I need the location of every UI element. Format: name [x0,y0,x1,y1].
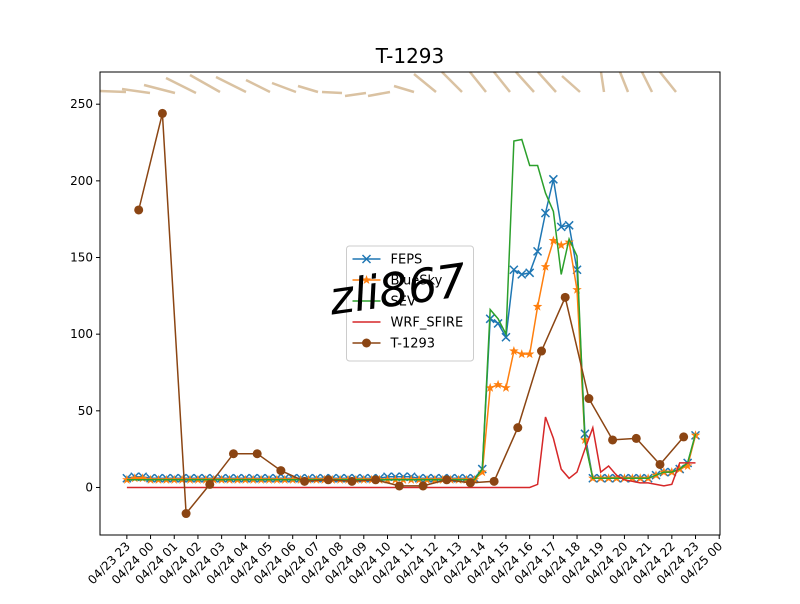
legend-box [346,245,474,362]
marker [371,475,381,485]
legend-label: WRF_SFIRE [391,316,464,331]
legend-marker [361,254,372,264]
marker [323,475,333,485]
marker [418,481,428,491]
marker [517,269,527,279]
chart-title: T-1293 [375,44,445,68]
y-tick-label: 150 [70,251,93,265]
plot-frame [99,71,721,536]
marker [489,476,499,486]
marker [513,423,523,433]
marker [157,108,167,118]
legend-label: BlueSky [391,274,443,289]
marker [584,394,594,404]
marker [134,205,144,215]
marker [532,301,543,311]
marker [556,222,566,232]
series-line [126,138,697,481]
marker [501,382,511,392]
marker [524,349,535,359]
marker [533,246,543,256]
marker [560,292,570,302]
marker [517,349,527,359]
legend-marker [361,275,372,284]
marker [300,476,310,486]
y-tick-label: 100 [70,327,93,341]
legend-marker [362,338,371,348]
marker [276,466,286,476]
marker [509,265,519,275]
y-tick-label: 0 [85,480,93,494]
marker [347,476,357,486]
marker [493,379,503,389]
marker [252,449,262,459]
marker [181,509,191,519]
marker [631,433,641,443]
marker [130,473,140,483]
series-line [126,416,696,489]
marker [564,220,574,230]
marker [608,435,618,445]
marker [485,382,495,392]
marker [682,461,693,471]
marker [537,346,547,356]
marker [205,479,215,489]
marker [493,318,503,328]
marker [556,240,566,250]
marker [655,459,665,469]
legend-label: SEV [391,295,416,310]
marker [548,235,559,245]
marker [525,268,535,278]
legend-label: T-1293 [390,337,436,352]
marker [465,478,475,488]
marker [501,332,511,342]
legend: FEPS BlueSky SEV WRF_SFIRE T-1293 [346,245,474,362]
y-tick-label: 50 [78,404,93,418]
marker [679,432,689,442]
marker [540,208,550,218]
y-tick-label: 250 [70,97,93,111]
marker [137,473,148,483]
marker [548,174,558,184]
y-tick-label: 200 [70,174,93,188]
legend-label: FEPS [391,253,423,268]
series-line [137,113,685,516]
marker [509,346,519,356]
marker [572,284,582,294]
marker [540,261,551,271]
marker [394,481,404,491]
marker [228,449,238,459]
marker [442,475,452,485]
wind-arrows [99,71,677,98]
marker [477,467,487,477]
marker [122,474,132,484]
